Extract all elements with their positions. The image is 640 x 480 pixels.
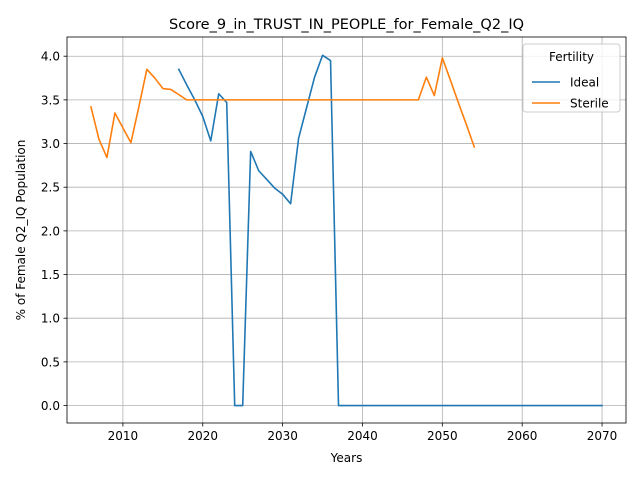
y-tick-label: 0.0 <box>41 399 60 413</box>
y-tick-label: 3.5 <box>41 93 60 107</box>
legend-items: Ideal Sterile <box>532 76 609 111</box>
x-tick-label: 2030 <box>267 429 298 443</box>
x-tick-label: 2020 <box>187 429 218 443</box>
x-axis-label: Years <box>330 451 363 465</box>
legend: Fertility Ideal Sterile <box>522 43 621 113</box>
axis-ticks: 2010 2020 2030 2040 2050 2060 2070 0.0 0.5 1.0 1.5… <box>41 50 617 443</box>
x-tick-label: 2070 <box>587 429 618 443</box>
x-tick-label: 2050 <box>427 429 458 443</box>
y-tick-label: 0.5 <box>41 355 60 369</box>
legend-label-sterile: Sterile <box>570 97 609 111</box>
series-lines <box>89 54 603 407</box>
y-tick-label: 4.0 <box>41 50 60 64</box>
legend-box <box>522 43 621 113</box>
legend-title: Fertility <box>549 50 594 64</box>
y-tick-label: 1.0 <box>41 312 60 326</box>
x-tick-label: 2040 <box>347 429 378 443</box>
y-tick-label: 1.5 <box>41 268 60 282</box>
chart-title: Score_9_in_TRUST_IN_PEOPLE_for_Female_Q2… <box>169 17 524 33</box>
y-axis-label: % of Female Q2_IQ Population <box>14 140 28 321</box>
x-tick-label: 2010 <box>108 429 139 443</box>
x-tick-label: 2060 <box>507 429 538 443</box>
series-line-sterile <box>89 57 476 159</box>
grid <box>67 37 626 423</box>
series-line-ideal <box>177 54 603 407</box>
plot-frame <box>66 36 627 424</box>
y-tick-label: 3.0 <box>41 137 60 151</box>
legend-label-ideal: Ideal <box>570 76 599 90</box>
y-tick-label: 2.0 <box>41 224 60 238</box>
y-tick-label: 2.5 <box>41 181 60 195</box>
